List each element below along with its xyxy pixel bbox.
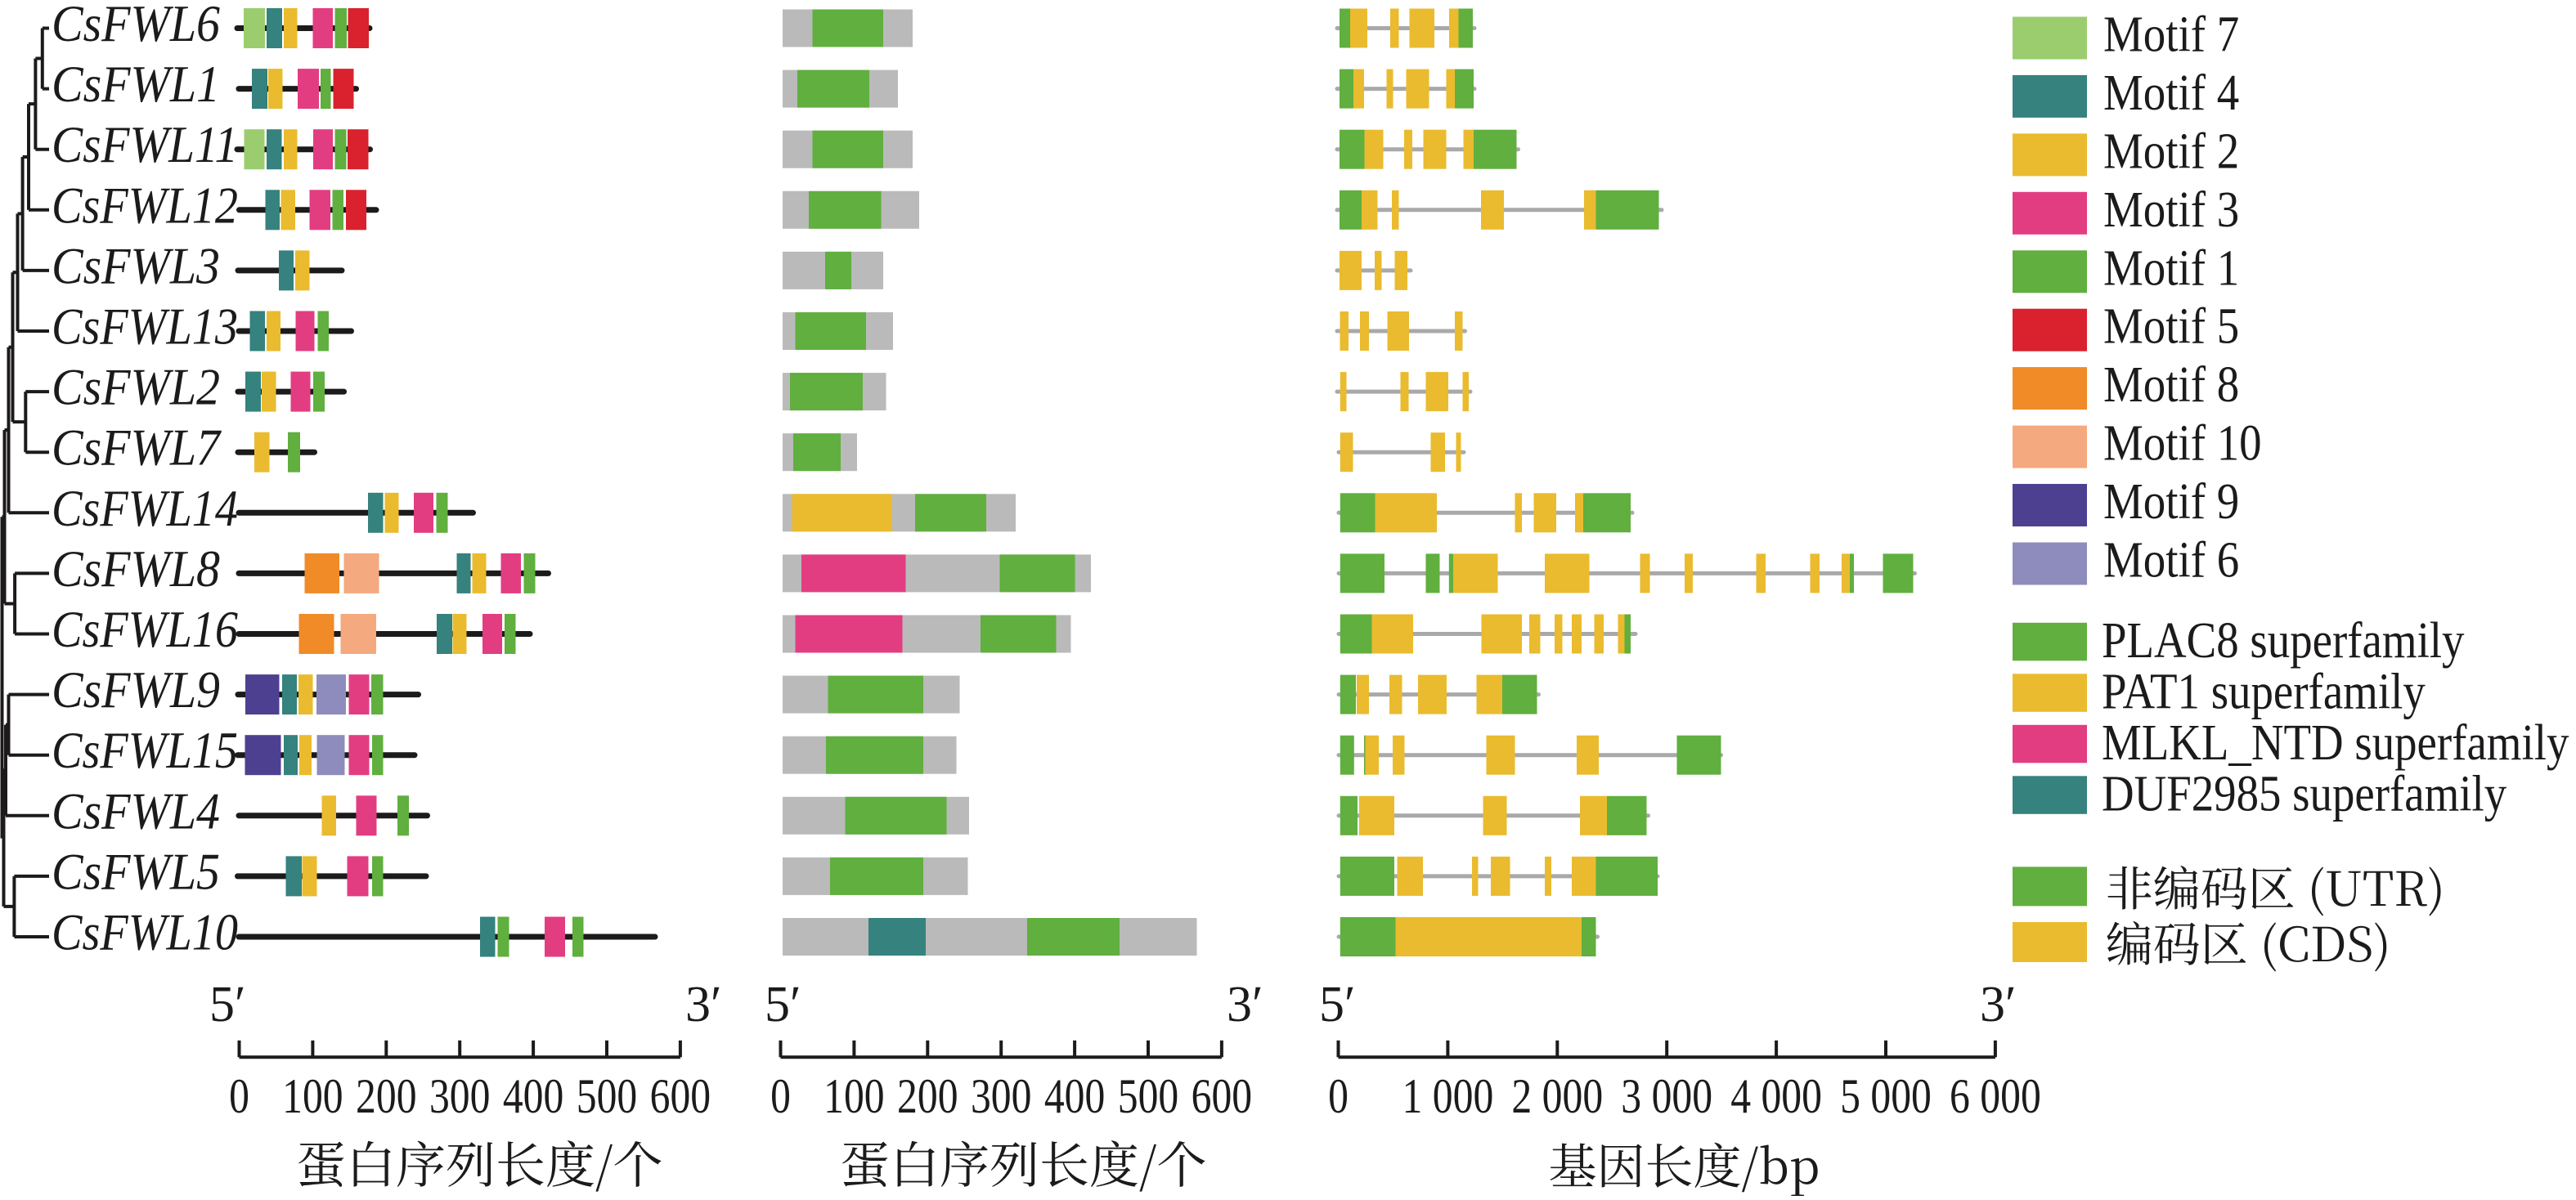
svg-text:Motif 6: Motif 6 xyxy=(2103,533,2239,589)
svg-text:3 000: 3 000 xyxy=(1621,1069,1712,1123)
svg-text:5′: 5′ xyxy=(1319,977,1356,1032)
svg-text:CsFWL15: CsFWL15 xyxy=(52,722,238,779)
svg-text:PAT1 superfamily: PAT1 superfamily xyxy=(2102,665,2426,720)
svg-text:Motif 1: Motif 1 xyxy=(2103,240,2239,296)
svg-text:CsFWL8: CsFWL8 xyxy=(52,540,220,598)
svg-text:CsFWL11: CsFWL11 xyxy=(52,116,238,173)
svg-text:Motif 4: Motif 4 xyxy=(2103,65,2239,121)
svg-text:CsFWL10: CsFWL10 xyxy=(52,904,238,961)
svg-text:200: 200 xyxy=(897,1069,958,1123)
svg-text:3′: 3′ xyxy=(685,977,722,1032)
svg-text:CsFWL2: CsFWL2 xyxy=(52,359,220,416)
svg-text:CsFWL3: CsFWL3 xyxy=(52,237,220,294)
svg-text:3′: 3′ xyxy=(1227,977,1263,1032)
svg-text:CsFWL5: CsFWL5 xyxy=(52,843,220,900)
svg-text:MLKL_NTD superfamily: MLKL_NTD superfamily xyxy=(2102,715,2569,771)
svg-text:CsFWL7: CsFWL7 xyxy=(52,419,222,477)
svg-text:2 000: 2 000 xyxy=(1511,1069,1603,1123)
svg-text:600: 600 xyxy=(1192,1069,1253,1123)
svg-text:Motif 10: Motif 10 xyxy=(2103,416,2262,472)
svg-text:400: 400 xyxy=(1044,1069,1106,1123)
svg-text:Motif 9: Motif 9 xyxy=(2103,474,2239,530)
svg-text:CsFWL12: CsFWL12 xyxy=(52,177,238,234)
svg-text:Motif 8: Motif 8 xyxy=(2103,357,2239,413)
svg-text:DUF2985 superfamily: DUF2985 superfamily xyxy=(2102,767,2506,822)
svg-text:CsFWL14: CsFWL14 xyxy=(52,480,238,537)
svg-text:5 000: 5 000 xyxy=(1840,1069,1932,1123)
svg-text:PLAC8 superfamily: PLAC8 superfamily xyxy=(2102,613,2465,669)
svg-text:400: 400 xyxy=(503,1069,564,1123)
svg-text:200: 200 xyxy=(356,1069,417,1123)
svg-text:CsFWL9: CsFWL9 xyxy=(52,661,220,719)
svg-text:Motif 3: Motif 3 xyxy=(2103,182,2239,238)
svg-text:100: 100 xyxy=(282,1069,343,1123)
svg-text:100: 100 xyxy=(824,1069,885,1123)
svg-text:Motif 5: Motif 5 xyxy=(2103,299,2239,355)
svg-text:4 000: 4 000 xyxy=(1730,1069,1822,1123)
svg-text:500: 500 xyxy=(1118,1069,1179,1123)
svg-text:Motif 2: Motif 2 xyxy=(2103,123,2239,179)
svg-text:CsFWL13: CsFWL13 xyxy=(52,298,238,356)
svg-text:300: 300 xyxy=(971,1069,1032,1123)
svg-text:1 000: 1 000 xyxy=(1402,1069,1494,1123)
svg-text:5′: 5′ xyxy=(765,977,801,1032)
svg-text:3′: 3′ xyxy=(1980,977,2017,1032)
svg-text:CsFWL4: CsFWL4 xyxy=(52,782,220,840)
svg-text:6 000: 6 000 xyxy=(1950,1069,2041,1123)
svg-text:500: 500 xyxy=(577,1069,638,1123)
svg-text:0: 0 xyxy=(770,1069,791,1123)
svg-text:600: 600 xyxy=(650,1069,711,1123)
svg-text:CsFWL1: CsFWL1 xyxy=(52,56,220,113)
svg-text:CsFWL6: CsFWL6 xyxy=(52,0,220,52)
svg-text:5′: 5′ xyxy=(209,977,246,1032)
svg-text:300: 300 xyxy=(429,1069,491,1123)
svg-text:CsFWL16: CsFWL16 xyxy=(52,601,238,658)
svg-text:Motif 7: Motif 7 xyxy=(2103,7,2239,63)
svg-text:0: 0 xyxy=(1328,1069,1349,1123)
svg-text:0: 0 xyxy=(229,1069,249,1123)
